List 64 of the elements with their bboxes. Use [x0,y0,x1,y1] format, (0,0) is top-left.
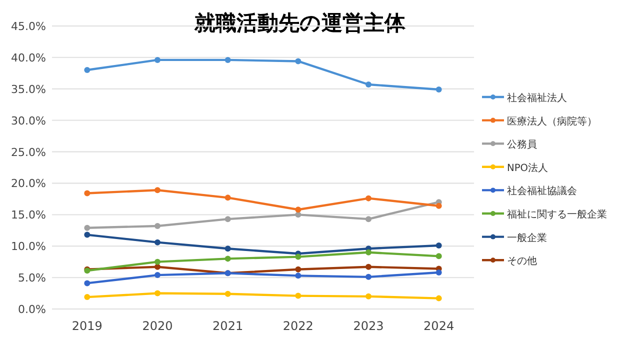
point [84,67,90,74]
point [295,58,302,64]
x-tick-label: 2019 [72,319,102,333]
point [295,212,302,218]
y-tick-label: 10.0% [11,240,46,254]
point [84,224,90,231]
point [295,272,302,279]
point [366,249,372,256]
point [436,242,442,248]
point [295,206,302,213]
y-tick-label: 15.0% [11,208,46,222]
point [154,187,160,194]
point [366,264,372,270]
legend-label: 社会福祉法人 [507,92,567,104]
point [436,253,442,260]
point [295,254,302,260]
legend-label: 公務員 [507,138,537,151]
legend-label: 医療法人（病院等） [507,115,597,128]
legend-label: 福祉に関する一般企業 [507,208,607,220]
point [224,290,231,297]
point [154,272,160,278]
point [436,295,442,302]
y-tick-label: 25.0% [11,146,46,159]
point [295,292,302,299]
point [366,81,372,88]
point [84,280,90,286]
point [154,222,160,229]
point [154,264,160,270]
y-tick-label: 30.0% [11,114,46,128]
point [366,293,372,300]
x-tick-label: 2020 [142,319,173,333]
point [154,290,160,296]
point [84,294,90,300]
point [224,216,231,222]
legend-label: 一般企業 [507,232,547,244]
legend-label: その他 [507,255,537,268]
point [224,56,231,63]
x-tick-label: 2022 [282,319,314,333]
point [436,202,442,209]
point [84,190,90,196]
point [154,258,160,265]
y-tick-label: 20.0% [11,177,46,190]
y-tick-label: 35.0% [11,82,46,96]
point [366,216,372,222]
legend-label: 社会福祉協議会 [507,185,577,198]
y-tick-label: 45.0% [11,20,46,33]
x-tick-label: 2024 [424,319,454,333]
point [224,246,231,252]
point [436,86,442,93]
point [366,195,372,202]
point [224,256,231,262]
y-tick-label: 0.0% [18,303,46,316]
y-tick-label: 40.0% [11,51,46,64]
point [154,239,160,246]
point [295,266,302,272]
x-tick-label: 2023 [353,319,384,333]
point [84,232,90,238]
point [224,194,231,201]
point [366,274,372,280]
point [436,270,442,276]
y-tick-label: 5.0% [18,272,46,285]
x-tick-label: 2021 [212,319,244,333]
point [154,56,160,63]
legend-label: NPO法人 [507,162,548,174]
